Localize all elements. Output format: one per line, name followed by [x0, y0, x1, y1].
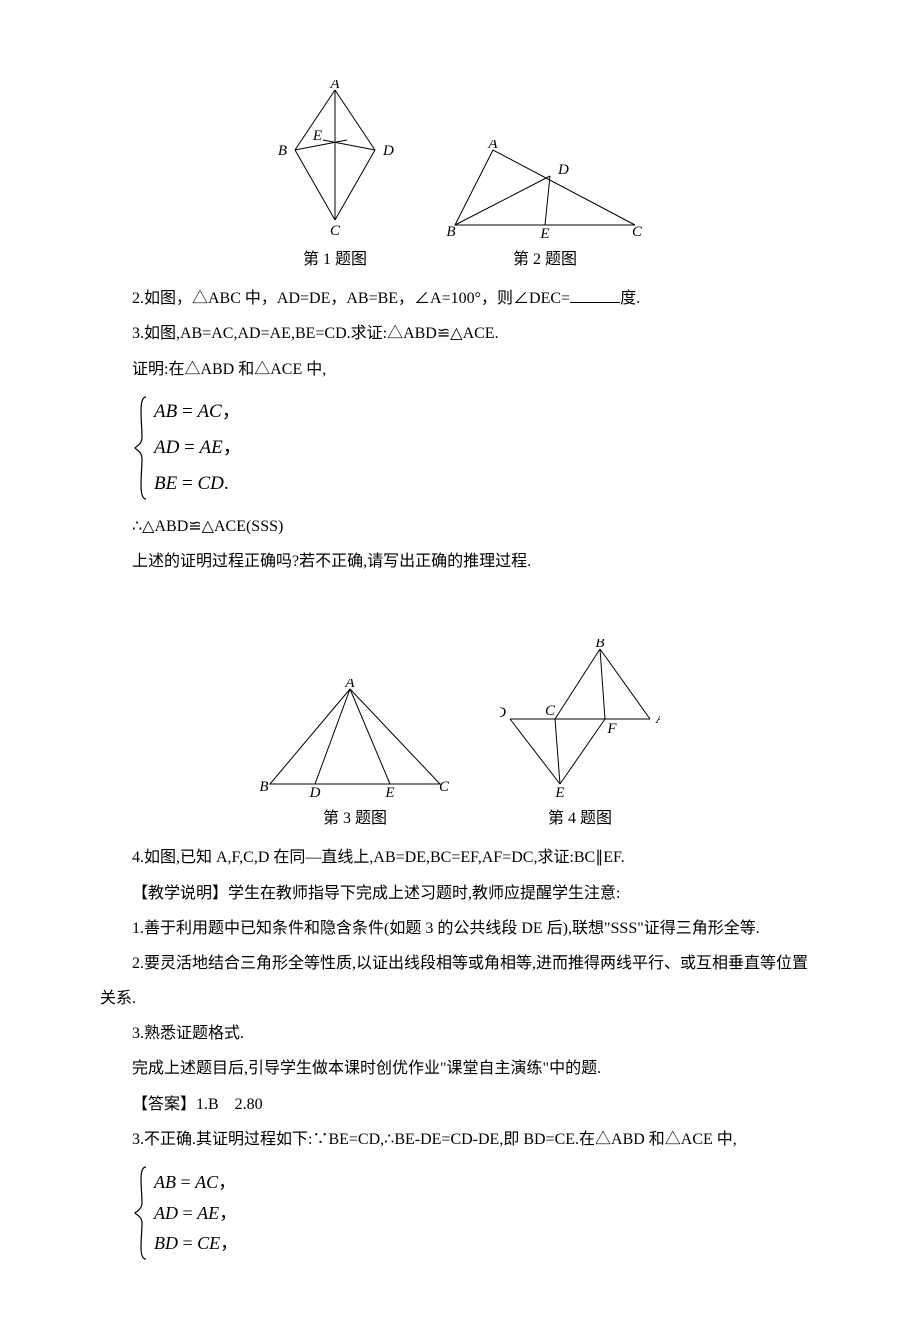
question-2: 2.如图，△ABC 中，AD=DE，AB=BE，∠A=100°，则∠DEC= 度. — [100, 281, 820, 316]
fig4-label-d: D — [500, 705, 506, 721]
teaching-note-2: 2.要灵活地结合三角形全等性质,以证出线段相等或角相等,进而推得两线平行、或互相… — [100, 946, 820, 1016]
figure-row-2: A B D E C 第 3 题图 B D C F A E 第 4 题 — [100, 639, 820, 836]
fig1-label-e: E — [312, 128, 322, 144]
ans3-brace-row1: AB = AC， — [154, 1167, 238, 1198]
question-3-line2: 证明:在△ABD 和△ACE 中, — [100, 352, 820, 387]
fig2-label-d: D — [557, 162, 569, 178]
q3-brace-row1: AB = AC， — [154, 394, 242, 430]
answer-3-brace: AB = AC， AD = AE， BD = CE， — [132, 1163, 820, 1263]
figure-3-caption: 第 3 题图 — [323, 801, 387, 836]
fig3-label-e: E — [384, 785, 394, 799]
figure-4-caption: 第 4 题图 — [548, 801, 612, 836]
q2-blank — [570, 286, 620, 303]
question-3-line1: 3.如图,AB=AC,AD=AE,BE=CD.求证:△ABD≌△ACE. — [100, 316, 820, 351]
fig4-label-e: E — [554, 785, 564, 799]
figure-2-caption: 第 2 题图 — [513, 242, 577, 277]
question-3-line3: ∴△ABD≌△ACE(SSS) — [100, 509, 820, 544]
question-4: 4.如图,已知 A,F,C,D 在同—直线上,AB=DE,BC=EF,AF=DC… — [100, 840, 820, 875]
fig2-label-c: C — [632, 224, 643, 240]
fig3-label-a: A — [344, 679, 355, 691]
figure-3: A B D E C 第 3 题图 — [260, 679, 450, 836]
fig2-label-b: B — [446, 224, 455, 240]
figure-1: A B D E C 第 1 题图 — [275, 80, 395, 277]
teaching-note-4: 完成上述题目后,引导学生做本课时创优作业"课堂自主演练"中的题. — [100, 1051, 820, 1086]
ans3-brace-row3: BD = CE， — [154, 1228, 238, 1259]
teaching-note-1: 1.善于利用题中已知条件和隐含条件(如题 3 的公共线段 DE 后),联想"SS… — [100, 911, 820, 946]
q2-post: 度. — [620, 290, 640, 307]
answers-head: 【答案】1.B 2.80 — [100, 1087, 820, 1122]
q2-pre: 2.如图，△ABC 中，AD=DE，AB=BE，∠A=100°，则∠DEC= — [132, 290, 570, 307]
fig1-label-c: C — [330, 223, 341, 239]
fig3-label-b: B — [260, 779, 269, 795]
question-3-line4: 上述的证明过程正确吗?若不正确,请写出正确的推理过程. — [100, 544, 820, 579]
figure-1-caption: 第 1 题图 — [303, 242, 367, 277]
fig2-label-e: E — [539, 226, 549, 240]
q3-brace-row2: AD = AE， — [154, 430, 242, 466]
fig1-label-b: B — [278, 143, 287, 159]
teaching-note-3: 3.熟悉证题格式. — [100, 1016, 820, 1051]
fig1-label-a: A — [329, 80, 340, 92]
figure-2: A B C D E 第 2 题图 — [445, 140, 645, 277]
ans3-brace-row2: AD = AE， — [154, 1198, 238, 1229]
fig4-label-f: F — [606, 721, 617, 737]
fig3-label-c: C — [439, 779, 450, 795]
q3-brace-row3: BE = CD. — [154, 466, 242, 502]
figure-4: B D C F A E 第 4 题图 — [500, 639, 660, 836]
fig4-label-c: C — [545, 703, 556, 719]
question-3-brace: AB = AC， AD = AE， BE = CD. — [132, 393, 820, 503]
fig2-label-a: A — [487, 140, 498, 152]
teaching-note-head: 【教学说明】学生在教师指导下完成上述习题时,教师应提醒学生注意: — [100, 876, 820, 911]
answer-3-line: 3.不正确.其证明过程如下:∵BE=CD,∴BE-DE=CD-DE,即 BD=C… — [100, 1122, 820, 1157]
fig1-label-d: D — [382, 143, 394, 159]
fig4-label-b: B — [595, 639, 604, 651]
fig4-label-a: A — [655, 711, 660, 727]
figure-row-1: A B D E C 第 1 题图 A B C D E 第 2 题图 — [100, 80, 820, 277]
fig3-label-d: D — [309, 785, 321, 799]
